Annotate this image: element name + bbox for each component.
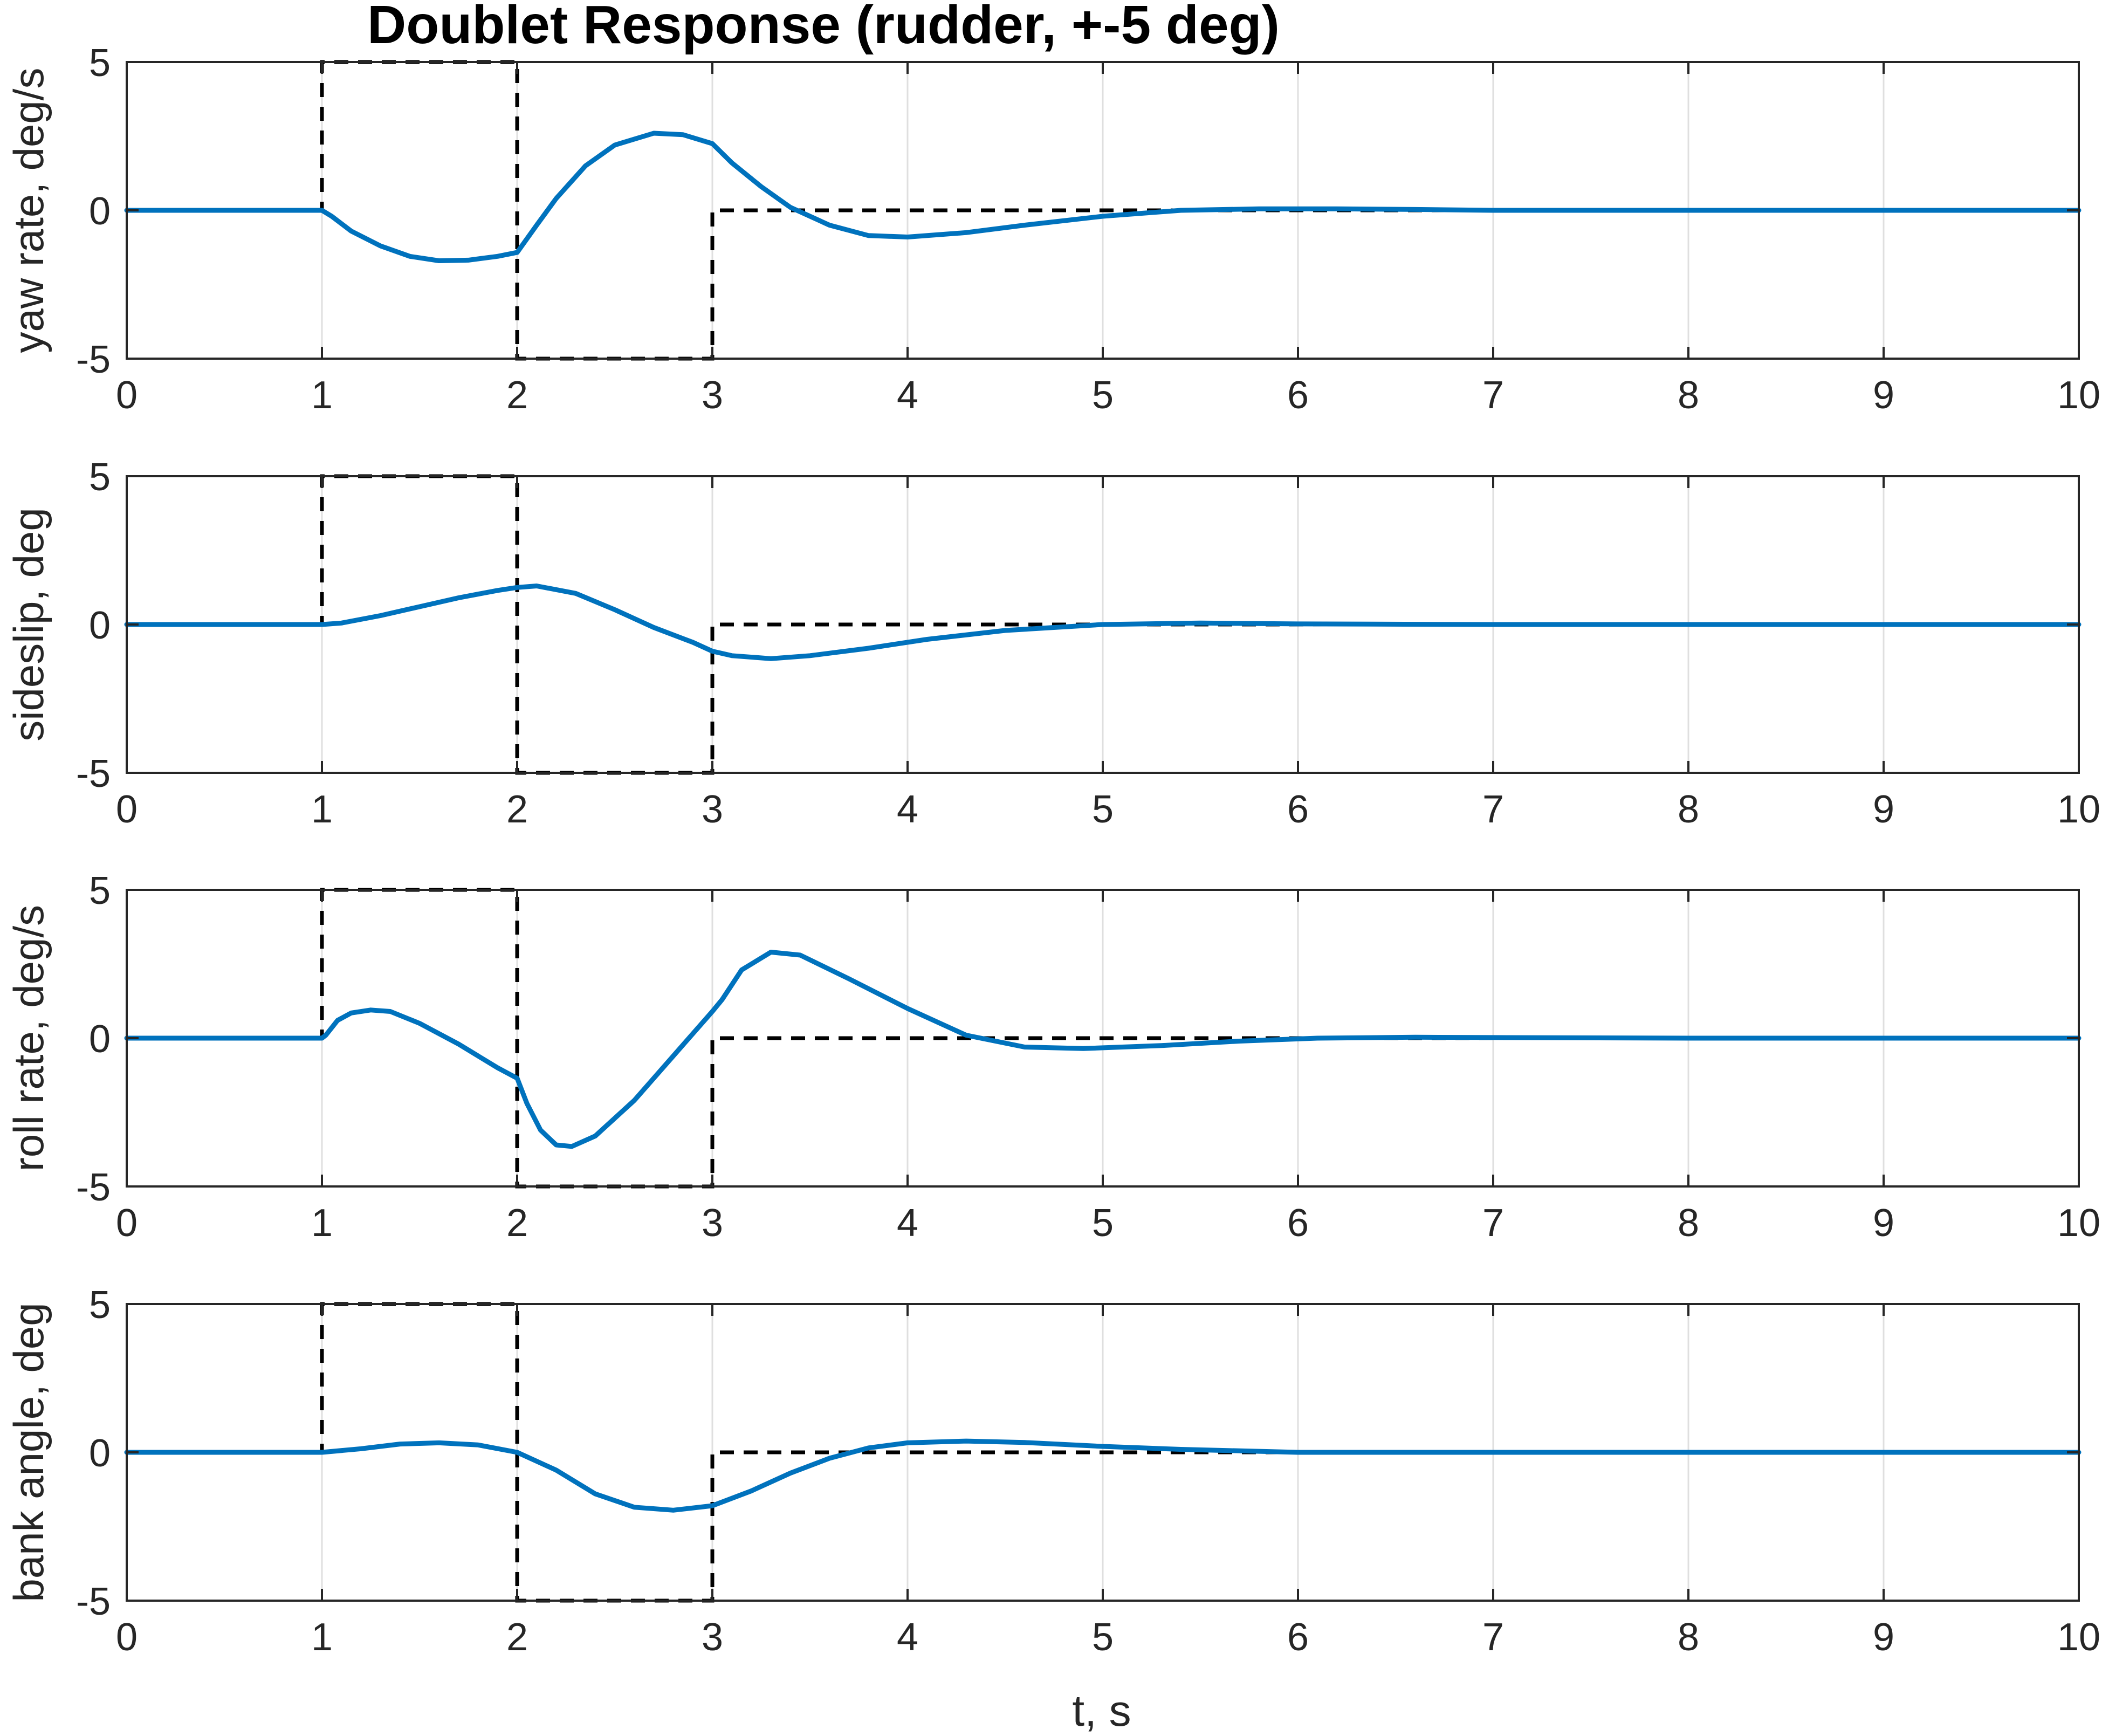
x-tick-label: 7	[1482, 1616, 1504, 1659]
x-tick-label: 9	[1873, 788, 1894, 831]
x-tick-label: 9	[1873, 1202, 1894, 1245]
x-tick-label: 6	[1287, 788, 1309, 831]
response-series-line	[124, 950, 2082, 1149]
x-tick-label: 8	[1678, 1202, 1699, 1245]
x-tick-label: 4	[897, 1202, 918, 1245]
y-tick-label: 0	[89, 1018, 111, 1061]
response-series-line	[124, 584, 2082, 661]
y-tick-label: 5	[89, 869, 111, 912]
y-tick-label: 5	[89, 456, 111, 499]
chart-title: Doublet Response (rudder, +-5 deg)	[367, 0, 1280, 55]
x-tick-label: 1	[311, 374, 333, 417]
y-tick-label: 5	[89, 42, 111, 85]
x-tick-label: 0	[116, 788, 138, 831]
x-tick-label: 7	[1482, 788, 1504, 831]
x-tick-label: 4	[897, 374, 918, 417]
x-tick-label: 6	[1287, 374, 1309, 417]
x-tick-label: 2	[506, 788, 528, 831]
x-tick-label: 4	[897, 788, 918, 831]
x-tick-label: 3	[702, 788, 723, 831]
x-tick-label: 10	[2057, 374, 2100, 417]
x-tick-label: 9	[1873, 374, 1894, 417]
x-tick-label: 5	[1092, 788, 1114, 831]
y-tick-label: 5	[89, 1284, 111, 1327]
x-axis-label: t, s	[1072, 1686, 1131, 1735]
command-series-line	[127, 474, 2079, 775]
command-series-line	[127, 888, 2079, 1189]
x-tick-label: 8	[1678, 374, 1699, 417]
x-tick-label: 4	[897, 1616, 918, 1659]
x-tick-label: 5	[1092, 374, 1114, 417]
x-tick-label: 8	[1678, 788, 1699, 831]
y-tick-label: 0	[89, 1432, 111, 1475]
x-tick-label: 2	[506, 1202, 528, 1245]
y-tick-label: -5	[76, 1166, 111, 1209]
x-tick-label: 10	[2057, 1202, 2100, 1245]
x-tick-label: 7	[1482, 374, 1504, 417]
response-series-line	[124, 131, 2082, 263]
x-tick-label: 5	[1092, 1616, 1114, 1659]
y-tick-label: 0	[89, 604, 111, 647]
x-tick-label: 10	[2057, 1616, 2100, 1659]
x-tick-label: 3	[702, 374, 723, 417]
x-tick-label: 10	[2057, 788, 2100, 831]
command-series-line	[127, 60, 2079, 361]
command-series-line	[127, 1302, 2079, 1603]
x-tick-label: 0	[116, 374, 138, 417]
y-tick-label: -5	[76, 1580, 111, 1623]
x-tick-label: 6	[1287, 1202, 1309, 1245]
x-tick-label: 1	[311, 1616, 333, 1659]
x-tick-label: 3	[702, 1202, 723, 1245]
x-tick-label: 2	[506, 1616, 528, 1659]
x-tick-label: 7	[1482, 1202, 1504, 1245]
x-tick-label: 9	[1873, 1616, 1894, 1659]
x-tick-label: 5	[1092, 1202, 1114, 1245]
response-series-line	[124, 1438, 2082, 1513]
x-tick-label: 1	[311, 788, 333, 831]
x-tick-label: 1	[311, 1202, 333, 1245]
y-tick-label: -5	[76, 752, 111, 795]
y-tick-label: 0	[89, 190, 111, 233]
x-tick-label: 8	[1678, 1616, 1699, 1659]
y-axis-label: roll rate, deg/s	[5, 905, 52, 1171]
y-tick-label: -5	[76, 338, 111, 381]
x-tick-label: 6	[1287, 1616, 1309, 1659]
x-tick-label: 2	[506, 374, 528, 417]
y-axis-label: bank angle, deg	[5, 1302, 52, 1602]
x-tick-label: 3	[702, 1616, 723, 1659]
x-tick-label: 0	[116, 1616, 138, 1659]
y-axis-label: yaw rate, deg/s	[5, 68, 52, 353]
x-tick-label: 0	[116, 1202, 138, 1245]
y-axis-label: sideslip, deg	[5, 507, 52, 742]
